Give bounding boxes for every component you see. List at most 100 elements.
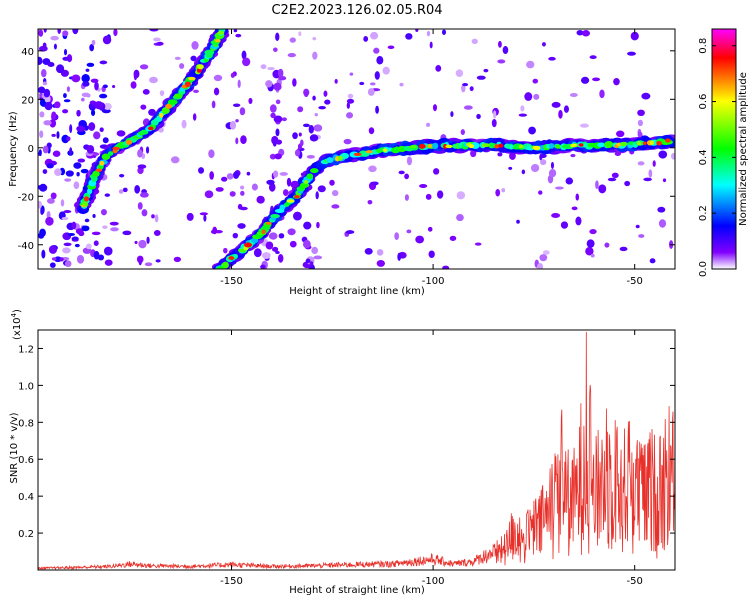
heatmap-noise-cell <box>71 74 81 83</box>
heatmap-noise-cell <box>369 31 379 40</box>
heatmap-noise-cell <box>229 191 236 197</box>
heatmap-noise-cell <box>571 206 578 211</box>
heatmap-noise-cell <box>415 29 419 32</box>
heatmap-noise-cell <box>273 115 283 123</box>
heatmap-noise-cell <box>278 233 285 239</box>
heatmap-noise-cell <box>102 35 112 45</box>
heatmap-noise-cell <box>287 228 296 236</box>
colorbar-tick-label: 0.8 <box>698 38 709 54</box>
heatmap-noise-cell <box>658 150 668 159</box>
heatmap-noise-cell <box>229 120 237 130</box>
heatmap-noise-cell <box>293 211 302 221</box>
heatmap-noise-cell <box>267 67 275 71</box>
heatmap-noise-cell <box>346 98 355 104</box>
heatmap-noise-cell <box>140 104 147 110</box>
heatmap-noise-cell <box>193 89 199 93</box>
heatmap-noise-cell <box>43 120 52 126</box>
heatmap-noise-cell <box>277 254 284 263</box>
heatmap-noise-cell <box>110 227 119 232</box>
heatmap-noise-cell <box>54 168 62 176</box>
ridge-hot-cell <box>188 76 196 81</box>
heatmap-noise-cell <box>302 123 310 128</box>
heatmap-noise-cell <box>99 93 108 99</box>
heatmap-noise-cell <box>456 191 466 200</box>
heatmap-noise-cell <box>287 52 296 58</box>
heatmap-noise-cell <box>198 167 205 174</box>
heatmap-noise-cell <box>76 125 86 132</box>
heatmap-noise-cell <box>530 163 540 173</box>
heatmap-noise-cell <box>144 262 153 267</box>
heatmap-noise-cell <box>232 232 239 239</box>
heatmap-noise-cell <box>397 252 401 261</box>
heatmap-noise-cell <box>138 239 147 249</box>
snr-panel: -150 -100 -50 0.2 0.4 0.6 0.8 1.0 1.2 Height of … <box>9 309 676 596</box>
heatmap-noise-cell <box>560 221 569 229</box>
heatmap-noise-cell <box>40 208 44 216</box>
heatmap-noise-cell <box>73 181 80 190</box>
heatmap-noise-cell <box>637 131 643 138</box>
heatmap-noise-cell <box>94 81 99 91</box>
ridge-peak-cell <box>597 142 606 148</box>
heatmap-noise-cell <box>292 78 297 87</box>
heatmap-noise-cell <box>113 29 118 37</box>
colorbar-tick-label: 0.6 <box>698 94 709 110</box>
heatmap-noise-cell <box>153 230 161 236</box>
heatmap-noise-cell <box>308 125 314 134</box>
snr-x-label: Height of straight line (km) <box>289 585 425 596</box>
heatmap-noise-cell <box>69 124 73 134</box>
spectrogram-x-tick-label: -100 <box>422 276 445 287</box>
heatmap-noise-cell <box>223 247 228 254</box>
ridge-hot-cell <box>578 143 584 147</box>
heatmap-noise-cell <box>269 104 277 113</box>
heatmap-noise-cell <box>630 31 639 41</box>
heatmap-noise-cell <box>141 209 148 217</box>
heatmap-noise-cell <box>658 219 667 228</box>
heatmap-noise-cell <box>62 56 70 61</box>
svg-text:(x104): (x104) <box>10 309 23 340</box>
heatmap-noise-cell <box>508 166 513 170</box>
heatmap-noise-cell <box>432 104 437 112</box>
colorbar-gradient <box>712 29 736 269</box>
heatmap-noise-cell <box>81 225 90 232</box>
heatmap-noise-cell <box>565 177 574 185</box>
heatmap-noise-cell <box>273 47 278 52</box>
heatmap-noise-cell <box>181 119 187 129</box>
heatmap-noise-cell <box>261 252 271 260</box>
heatmap-noise-cell <box>237 223 246 229</box>
ridge-hot-cell <box>95 168 103 172</box>
heatmap-noise-cell <box>104 193 111 197</box>
heatmap-noise-cell <box>44 101 53 111</box>
heatmap-noise-cell <box>52 150 61 157</box>
heatmap-noise-cell <box>91 231 101 236</box>
heatmap-noise-cell <box>524 92 533 101</box>
heatmap-noise-cell <box>268 232 278 240</box>
heatmap-noise-cell <box>78 231 85 237</box>
heatmap-noise-cell <box>119 173 125 178</box>
ridge-peak-cell <box>92 170 100 177</box>
heatmap-noise-cell <box>192 113 197 121</box>
heatmap-noise-cell <box>63 210 72 214</box>
heatmap-noise-cell <box>56 64 65 74</box>
ridge-hot-cell <box>409 145 417 149</box>
heatmap-noise-cell <box>67 232 76 236</box>
heatmap-noise-cell <box>498 40 502 48</box>
heatmap-noise-cell <box>442 265 450 269</box>
ridge-hot-cell <box>518 144 524 149</box>
heatmap-noise-cell <box>118 189 124 194</box>
heatmap-noise-cell <box>92 214 96 218</box>
ridge-hot-cell <box>261 229 266 235</box>
heatmap-noise-cell <box>592 77 601 82</box>
ridge-peak-cell <box>279 204 286 210</box>
heatmap-noise-cell <box>266 179 275 185</box>
ridge-peak-cell <box>216 266 224 269</box>
heatmap-noise-cell <box>62 109 69 114</box>
spectrogram-y-tick-label: -20 <box>18 192 34 203</box>
heatmap-noise-cell <box>42 42 47 49</box>
snr-multiplier-base: (x10 <box>12 317 23 340</box>
heatmap-noise-cell <box>240 190 245 196</box>
colorbar-ticks: 0.0 0.2 0.4 0.6 0.8 <box>698 28 737 277</box>
heatmap-noise-cell <box>463 105 473 110</box>
heatmap-noise-cell <box>208 149 215 158</box>
heatmap-noise-cell <box>347 93 354 99</box>
heatmap-noise-cell <box>239 107 246 116</box>
